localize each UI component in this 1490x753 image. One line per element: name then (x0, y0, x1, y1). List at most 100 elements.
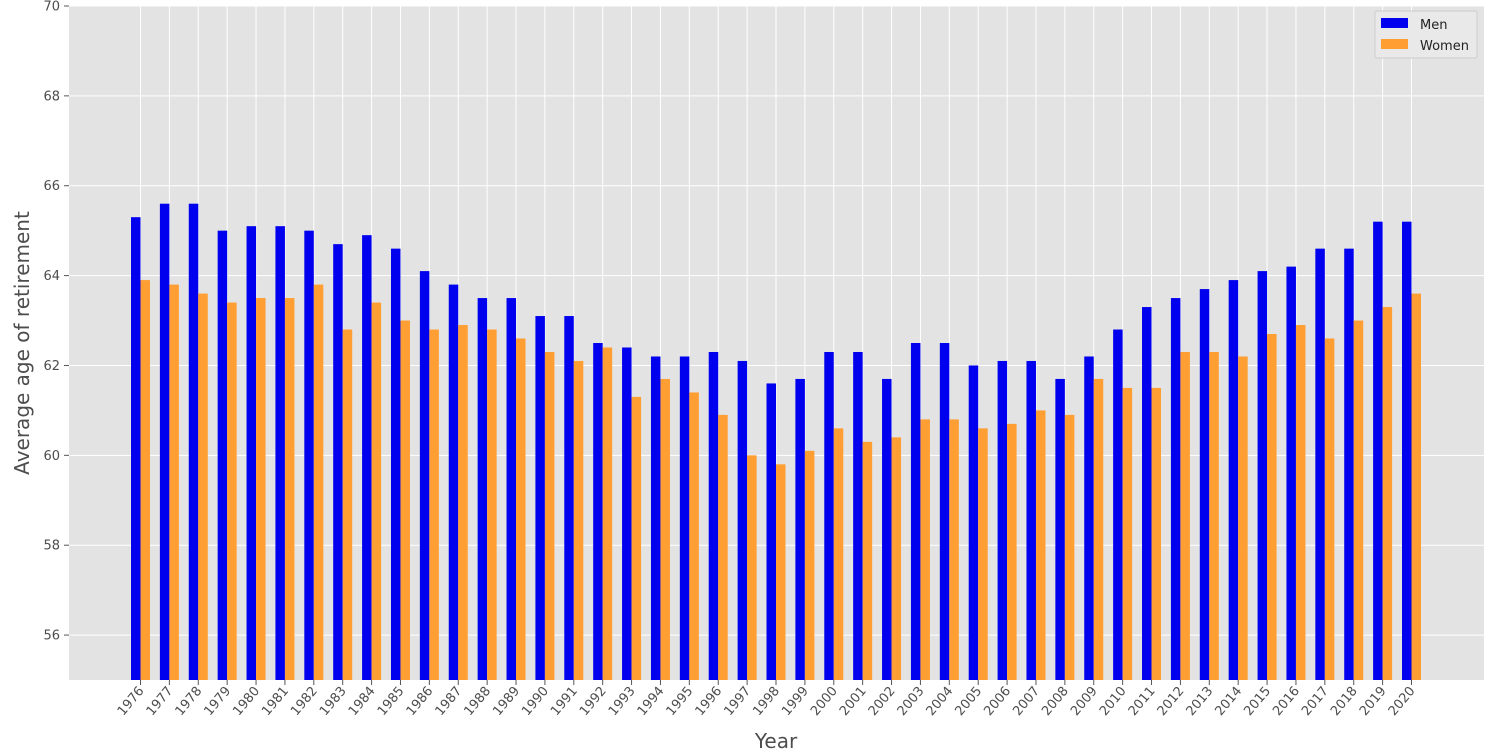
x-tick-label: 2001 (837, 684, 870, 719)
bar-women-1987 (458, 325, 468, 680)
bar-men-1992 (593, 343, 603, 680)
bar-women-2002 (891, 437, 902, 680)
x-tick-label: 1991 (548, 684, 581, 719)
bar-women-2001 (862, 441, 873, 680)
y-tick-label: 58 (43, 539, 60, 554)
bar-women-1984 (371, 302, 382, 680)
bar-women-2017 (1324, 338, 1335, 680)
x-tick-label: 1989 (490, 684, 523, 719)
x-tick-label: 1988 (461, 684, 494, 719)
legend-swatch-men (1381, 18, 1408, 28)
bar-women-2016 (1295, 325, 1306, 680)
x-tick-label: 1992 (577, 684, 610, 719)
bar-men-2020 (1402, 221, 1412, 680)
x-tick-label: 2012 (1155, 684, 1188, 719)
x-tick-label: 1997 (721, 684, 754, 719)
bar-men-1988 (477, 298, 488, 680)
legend: Men Women (1374, 10, 1478, 59)
bar-women-1989 (516, 338, 526, 680)
bar-men-1993 (622, 347, 632, 680)
bar-women-1992 (602, 347, 613, 680)
bar-women-1993 (631, 396, 642, 680)
bar-men-1982 (304, 230, 314, 680)
x-tick-label: 2014 (1212, 684, 1245, 719)
x-tick-label: 2003 (895, 684, 928, 719)
bar-men-1976 (131, 217, 141, 681)
bar-women-2005 (978, 428, 988, 680)
bar-women-2009 (1093, 378, 1104, 680)
y-tick-label: 62 (43, 359, 60, 374)
bar-women-2014 (1238, 356, 1248, 680)
bar-men-2015 (1257, 271, 1268, 680)
x-tick-label: 1982 (288, 684, 321, 719)
bar-men-2002 (882, 378, 892, 680)
bar-women-1996 (718, 414, 728, 680)
bar-women-2011 (1151, 387, 1162, 680)
x-tick-label: 1998 (750, 684, 783, 719)
bar-women-1994 (660, 378, 670, 680)
bar-men-1990 (535, 316, 545, 680)
bar-men-1979 (217, 230, 228, 680)
x-tick-label: 2009 (1068, 684, 1101, 719)
x-axis-title: Year (754, 729, 798, 753)
y-tick-label: 60 (43, 449, 60, 464)
bar-men-2000 (824, 351, 834, 680)
bar-men-2010 (1113, 329, 1123, 680)
bar-men-1980 (246, 226, 257, 680)
bar-women-1999 (804, 450, 815, 680)
x-tick-label: 2002 (866, 684, 899, 719)
y-tick-label: 56 (43, 629, 60, 644)
bar-men-2014 (1228, 280, 1239, 680)
bar-men-2007 (1026, 360, 1036, 680)
bar-women-1978 (198, 293, 208, 680)
bar-women-2013 (1209, 351, 1219, 680)
bar-men-2008 (1055, 378, 1065, 680)
x-tick-label: 2013 (1184, 684, 1217, 719)
x-tick-label: 1977 (144, 684, 177, 719)
y-tick-label: 66 (43, 179, 60, 194)
x-tick-label: 1990 (519, 684, 552, 719)
bar-women-1979 (227, 302, 237, 680)
bar-men-1991 (564, 316, 574, 680)
x-axis-ticks: 1976197719781979198019811982198319841985… (115, 680, 1419, 719)
x-tick-label: 2006 (981, 684, 1014, 719)
x-tick-label: 1996 (693, 684, 726, 719)
bar-women-1997 (747, 455, 757, 680)
x-tick-label: 2005 (953, 684, 986, 719)
x-tick-label: 1986 (404, 684, 437, 719)
legend-label-men: Men (1420, 18, 1447, 33)
x-tick-label: 2011 (1126, 684, 1159, 719)
bar-men-1995 (679, 356, 690, 680)
bar-men-1983 (333, 244, 343, 680)
bar-women-2020 (1411, 293, 1421, 680)
bar-women-2006 (1007, 423, 1017, 680)
bar-men-2016 (1286, 266, 1296, 680)
bar-men-2005 (968, 365, 979, 680)
x-tick-label: 1994 (635, 684, 668, 719)
bar-women-1982 (313, 284, 324, 680)
x-tick-label: 1995 (664, 684, 697, 719)
bar-men-2013 (1199, 289, 1210, 680)
x-tick-label: 2017 (1299, 684, 1332, 719)
bar-women-1981 (284, 298, 295, 680)
bar-women-2008 (1064, 414, 1075, 680)
bar-women-1988 (487, 329, 497, 680)
bar-men-2018 (1344, 248, 1354, 680)
y-axis-title: Average age of retirement (10, 211, 34, 475)
x-tick-label: 1987 (433, 684, 466, 719)
bar-women-2015 (1267, 334, 1277, 680)
bar-women-2019 (1382, 307, 1393, 680)
bar-men-1981 (275, 226, 285, 680)
bar-women-1990 (544, 351, 555, 680)
x-tick-label: 1980 (230, 684, 263, 719)
bar-men-1998 (766, 383, 776, 680)
bar-women-1980 (256, 298, 266, 680)
bar-men-2003 (910, 343, 921, 680)
bar-men-2017 (1315, 248, 1325, 680)
bar-women-2007 (1035, 410, 1046, 680)
x-tick-label: 1983 (317, 684, 350, 719)
bar-men-1985 (390, 248, 401, 680)
bar-men-2011 (1142, 307, 1152, 680)
legend-swatch-women (1381, 39, 1408, 49)
